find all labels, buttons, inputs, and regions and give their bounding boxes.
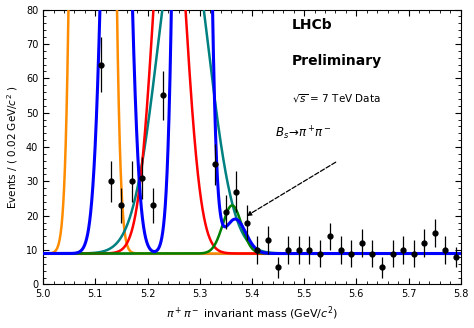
X-axis label: $\pi^+\pi^-$ invariant mass (GeV/$c^2$): $\pi^+\pi^-$ invariant mass (GeV/$c^2$): [166, 305, 338, 322]
Text: LHCb: LHCb: [292, 18, 332, 32]
Text: $B_s\!\rightarrow\!\pi^+\!\pi^-$: $B_s\!\rightarrow\!\pi^+\!\pi^-$: [275, 124, 332, 142]
Text: $\sqrt{s}$ = 7 TeV Data: $\sqrt{s}$ = 7 TeV Data: [292, 92, 381, 105]
Text: Preliminary: Preliminary: [292, 53, 382, 68]
Y-axis label: Events / ( 0.02 GeV/$c^2$ ): Events / ( 0.02 GeV/$c^2$ ): [6, 85, 20, 209]
